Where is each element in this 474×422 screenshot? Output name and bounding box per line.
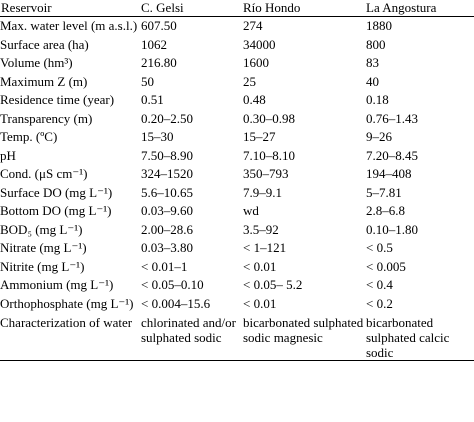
table-cell: < 0.01 [243,258,277,274]
row-label: Residence time (year) [0,92,115,107]
table-cell: 800 [366,36,386,52]
table-cell: 1600 [243,55,269,70]
table-cell: 0.51 [141,92,164,107]
table-cell: < 0.01 [243,295,277,311]
row-label: Ammonium (mg L⁻¹) [0,277,114,292]
table-cell: 9–26 [366,129,392,144]
row-label: Surface area (ha) [0,36,89,52]
table-row: Surface area (ha) 1062 34000 800 [0,36,474,55]
table-cell: 34000 [243,36,276,52]
table-cell: 0.03–9.60 [141,203,193,218]
row-label: Temp. (ºC) [0,129,58,144]
table-cell: 2.8–6.8 [366,203,405,218]
table-cell: 50 [141,73,154,89]
table-cell: < 0.5 [366,240,393,255]
table-row: Maximum Z (m) 50 25 40 [0,73,474,92]
row-label: Surface DO (mg L⁻¹) [0,184,113,200]
table-cell: wd [243,203,259,218]
table-cell: 0.20–2.50 [141,110,193,126]
row-label: Nitrate (mg L⁻¹) [0,240,87,255]
table-row: Volume (hm³) 216.80 1600 83 [0,54,474,73]
table-cell: 0.30–0.98 [243,110,295,126]
table-row: pH 7.50–8.90 7.10–8.10 7.20–8.45 [0,147,474,166]
header-cell-c-gelsi: C. Gelsi [140,0,242,17]
row-label: BOD₅ (mg L⁻¹) [0,221,83,237]
table-cell: 0.18 [366,92,389,107]
table-cell: < 0.4 [366,277,393,292]
table-body: Max. water level (m a.s.l.) 607.50 274 1… [0,17,474,361]
row-label: Max. water level (m a.s.l.) [0,18,138,33]
table-cell: 15–27 [243,129,276,144]
table-cell: < 1–121 [243,240,287,255]
table-cell: < 0.01–1 [141,258,188,274]
table-cell: 0.03–3.80 [141,240,193,255]
table-cell: 5.6–10.65 [141,184,193,200]
table-cell: < 0.05– 5.2 [243,277,303,292]
table-cell: < 0.05–0.10 [141,277,204,292]
header-cell-reservoir: Reservoir [0,0,140,17]
table-row: Nitrate (mg L⁻¹) 0.03–3.80 < 1–121 < 0.5 [0,239,474,258]
table-row: Transparency (m) 0.20–2.50 0.30–0.98 0.7… [0,110,474,129]
reservoir-data-table: Reservoir C. Gelsi Río Hondo La Angostur… [0,0,474,361]
table-cell: 194–408 [366,166,412,181]
row-label: Transparency (m) [0,110,93,126]
table-cell: bicarbonated sulphated sodic magnesic [242,313,365,361]
table-cell: < 0.2 [366,295,393,311]
row-label: Cond. (μS cm⁻¹) [0,166,88,181]
row-label: Maximum Z (m) [0,73,88,89]
table-cell: bicarbonated sulphated calcic sodic [365,313,474,361]
table-row: Residence time (year) 0.51 0.48 0.18 [0,91,474,110]
table-row: Cond. (μS cm⁻¹) 324–1520 350–793 194–408 [0,165,474,184]
table-row: Characterization of water chlorinated an… [0,313,474,361]
table-cell: chlorinated and/or sulphated sodic [140,313,242,361]
table-row: BOD₅ (mg L⁻¹) 2.00–28.6 3.5–92 0.10–1.80 [0,221,474,240]
table-cell: 2.00–28.6 [141,221,193,237]
row-label: Characterization of water [0,313,140,361]
table-cell: 324–1520 [141,166,193,181]
table-cell: 5–7.81 [366,184,402,200]
header-row: Reservoir C. Gelsi Río Hondo La Angostur… [0,0,474,17]
table-row: Orthophosphate (mg L⁻¹) < 0.004–15.6 < 0… [0,295,474,314]
table-cell: 7.50–8.90 [141,147,193,163]
row-label: Volume (hm³) [0,55,73,70]
table-cell: 7.10–8.10 [243,147,295,163]
row-label: Bottom DO (mg L⁻¹) [0,203,112,218]
row-label: Nitrite (mg L⁻¹) [0,258,85,274]
table-cell: 0.10–1.80 [366,221,418,237]
table-cell: 83 [366,55,379,70]
table-cell: 607.50 [141,18,177,33]
table-cell: 274 [243,18,263,33]
table-row: Max. water level (m a.s.l.) 607.50 274 1… [0,17,474,36]
header-cell-la-angostura: La Angostura [365,0,474,17]
table-row: Surface DO (mg L⁻¹) 5.6–10.65 7.9–9.1 5–… [0,184,474,203]
table-cell: 0.48 [243,92,266,107]
table-header: Reservoir C. Gelsi Río Hondo La Angostur… [0,0,474,17]
row-label: pH [0,147,16,163]
header-cell-rio-hondo: Río Hondo [242,0,365,17]
table-cell: 350–793 [243,166,289,181]
row-label: Orthophosphate (mg L⁻¹) [0,295,134,311]
table-cell: 25 [243,73,256,89]
table-cell: 3.5–92 [243,221,279,237]
table-row: Temp. (ºC) 15–30 15–27 9–26 [0,128,474,147]
table-cell: 40 [366,73,379,89]
table-row: Bottom DO (mg L⁻¹) 0.03–9.60 wd 2.8–6.8 [0,202,474,221]
table-row: Nitrite (mg L⁻¹) < 0.01–1 < 0.01 < 0.005 [0,258,474,277]
table-cell: 7.20–8.45 [366,147,418,163]
table-cell: < 0.005 [366,258,406,274]
table-row: Ammonium (mg L⁻¹) < 0.05–0.10 < 0.05– 5.… [0,276,474,295]
table-cell: 0.76–1.43 [366,110,418,126]
table-cell: < 0.004–15.6 [141,295,211,311]
table-cell: 216.80 [141,55,177,70]
table-cell: 1062 [141,36,167,52]
table-cell: 15–30 [141,129,174,144]
table-cell: 7.9–9.1 [243,184,282,200]
table-cell: 1880 [366,18,392,33]
